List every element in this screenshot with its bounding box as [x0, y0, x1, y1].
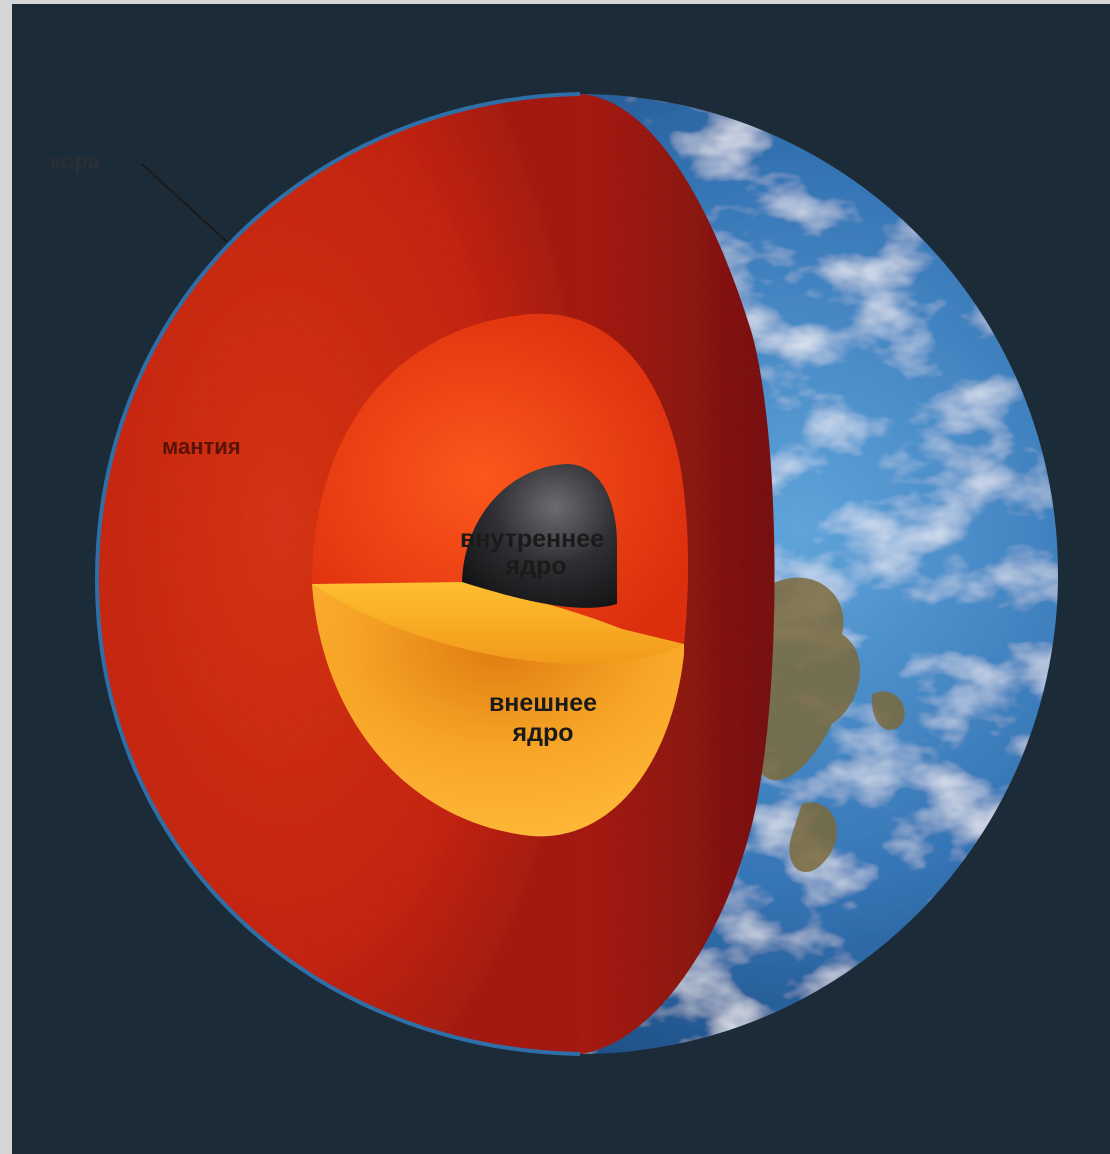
inner-core-label-line2: ядро: [505, 552, 567, 580]
diagram-frame: кора мантия внутреннее ядро внешнее ядро: [12, 4, 1110, 1154]
outer-core-section: [312, 582, 684, 837]
outer-core-label-line2: ядро: [512, 719, 574, 747]
land-icon: [756, 577, 905, 873]
inner-core-label-line1: внутреннее: [460, 525, 604, 553]
crust-line: [94, 92, 581, 1056]
outer-core-label-line1: внешнее: [489, 689, 597, 717]
mantle-label: мантия: [162, 434, 241, 459]
inner-core-section: [462, 464, 617, 608]
earth-structure-diagram: кора мантия внутреннее ядро внешнее ядро: [50, 92, 1058, 1056]
crust-pointer: [141, 163, 228, 243]
crust-label: кора: [50, 149, 101, 174]
